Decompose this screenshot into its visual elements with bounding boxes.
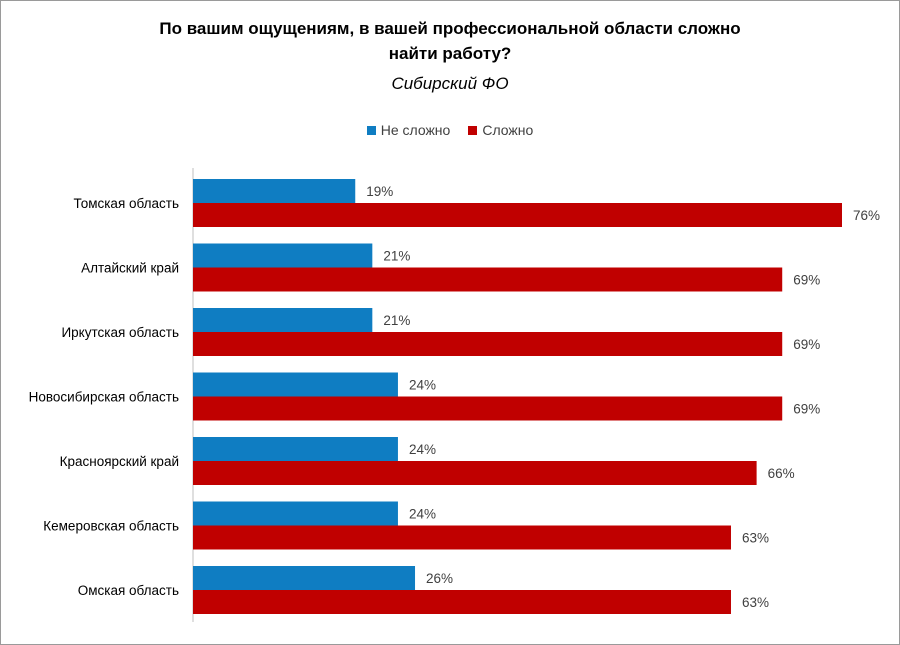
- legend-item-hard: Сложно: [468, 122, 533, 138]
- bar-not-hard: [193, 179, 356, 203]
- bar-not-hard: [193, 566, 416, 590]
- chart-title-text: По вашим ощущениям, в вашей профессионал…: [0, 16, 900, 66]
- bar-hard: [193, 332, 783, 356]
- value-label-hard: 69%: [793, 402, 820, 417]
- value-label-not-hard: 24%: [409, 507, 436, 522]
- bar-not-hard: [193, 437, 398, 461]
- category-label: Новосибирская область: [29, 390, 179, 405]
- bar-not-hard: [193, 372, 398, 397]
- category-label: Кемеровская область: [43, 519, 179, 534]
- value-label-not-hard: 26%: [426, 571, 453, 586]
- value-label-hard: 66%: [768, 466, 795, 481]
- value-label-hard: 69%: [793, 273, 820, 288]
- value-label-not-hard: 24%: [409, 442, 436, 457]
- legend-label-hard: Сложно: [482, 122, 534, 138]
- value-label-hard: 69%: [793, 337, 820, 352]
- bar-hard: [193, 203, 842, 227]
- category-label: Томская область: [74, 196, 180, 211]
- value-label-not-hard: 21%: [383, 313, 410, 328]
- value-label-hard: 63%: [742, 531, 769, 546]
- bar-hard: [193, 396, 783, 421]
- legend-swatch-hard: [468, 125, 478, 135]
- bar-not-hard: [193, 243, 373, 268]
- legend: Не сложно Сложно: [0, 122, 900, 138]
- bar-not-hard: [193, 501, 398, 526]
- category-label: Алтайский край: [81, 261, 179, 276]
- bar-hard: [193, 590, 731, 614]
- bar-hard: [193, 525, 731, 550]
- value-label-hard: 63%: [742, 595, 769, 610]
- category-label: Омская область: [78, 583, 179, 598]
- legend-swatch-not-hard: [366, 125, 376, 135]
- bar-not-hard: [193, 308, 373, 332]
- bar-hard: [193, 461, 757, 485]
- value-label-hard: 76%: [853, 208, 880, 223]
- chart-subtitle: Сибирский ФО: [391, 74, 509, 93]
- chart-title: По вашим ощущениям, в вашей профессионал…: [0, 16, 900, 66]
- legend-label-not-hard: Не сложно: [380, 122, 451, 138]
- value-label-not-hard: 24%: [409, 378, 436, 393]
- chart-title-line-1: По вашим ощущениям, в вашей профессионал…: [159, 19, 741, 38]
- legend-item-not-hard: Не сложно: [366, 122, 451, 138]
- bar-hard: [193, 267, 783, 292]
- value-label-not-hard: 19%: [366, 184, 393, 199]
- value-label-not-hard: 21%: [383, 249, 410, 264]
- category-label: Красноярский край: [60, 454, 179, 469]
- category-label: Иркутская область: [61, 325, 179, 340]
- chart-title-line-2: найти работу?: [388, 44, 512, 63]
